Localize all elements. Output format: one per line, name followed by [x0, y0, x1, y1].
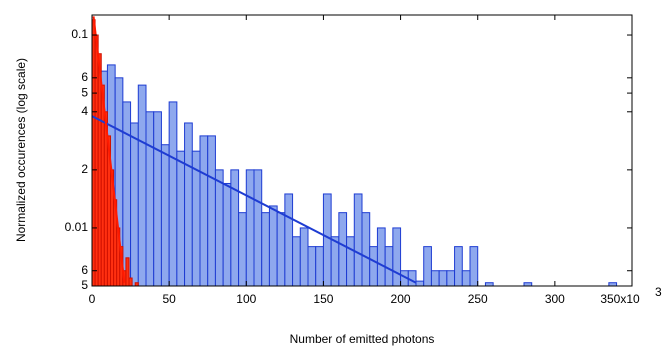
bar: [376, 227, 386, 287]
bar: [469, 246, 479, 287]
x-tick-label: 0: [89, 292, 96, 306]
bar: [199, 135, 209, 287]
bar: [253, 169, 263, 287]
bar: [153, 111, 162, 287]
x-tick-label: 100: [236, 292, 256, 306]
bar: [330, 236, 340, 287]
bar: [430, 270, 440, 287]
bar: [392, 227, 402, 287]
bar: [284, 193, 294, 287]
bar: [145, 111, 155, 287]
x-tick-label: 200: [391, 292, 411, 306]
x-tick-label: 250: [468, 292, 488, 306]
bar: [461, 270, 471, 287]
bar: [423, 246, 432, 287]
bar: [438, 270, 448, 287]
x-axis-label: Number of emitted photons: [290, 332, 435, 346]
y-tick-label: 5: [81, 85, 88, 99]
y-tick-label: 5: [81, 278, 88, 292]
bar: [292, 236, 301, 287]
bar: [384, 246, 394, 287]
bar: [261, 212, 270, 287]
x-exponent: 3: [655, 285, 662, 299]
bar: [353, 193, 363, 287]
bar: [361, 212, 371, 287]
bar: [369, 246, 378, 287]
x-tick-label: 50: [162, 292, 176, 306]
bar: [222, 182, 232, 287]
bar: [338, 212, 348, 287]
bar: [276, 212, 286, 287]
y-axis-label: Normalized occurences (log scale): [14, 58, 28, 242]
bar: [322, 193, 332, 287]
bar: [446, 270, 456, 287]
bar: [245, 169, 255, 287]
bar: [315, 246, 324, 287]
bar: [307, 246, 317, 287]
y-tick-label: 6: [81, 70, 88, 84]
bar: [346, 236, 355, 287]
bar: [299, 227, 309, 287]
bar: [168, 101, 178, 287]
x-tick-label: 150: [313, 292, 333, 306]
bar: [415, 280, 425, 287]
y-tick-label: 0.1: [71, 27, 88, 41]
bar: [184, 122, 193, 287]
bar: [176, 150, 186, 287]
y-tick-label: 4: [81, 104, 88, 118]
x-tick-label: 350x10: [600, 292, 640, 306]
plot-frame: [91, 14, 633, 287]
y-tick-label: 6: [81, 263, 88, 277]
bar: [207, 135, 216, 287]
bar: [214, 169, 224, 287]
bar: [160, 144, 170, 287]
x-tick-label: 300: [545, 292, 565, 306]
bar: [137, 84, 147, 287]
bar: [454, 246, 463, 287]
bar: [268, 205, 278, 287]
fit-line: [91, 115, 417, 284]
y-tick-label: 0.01: [65, 220, 89, 234]
bar: [128, 277, 133, 287]
bar: [238, 212, 247, 287]
fit-line: [92, 16, 126, 283]
bar: [130, 122, 139, 287]
y-tick-label: 2: [81, 162, 88, 176]
